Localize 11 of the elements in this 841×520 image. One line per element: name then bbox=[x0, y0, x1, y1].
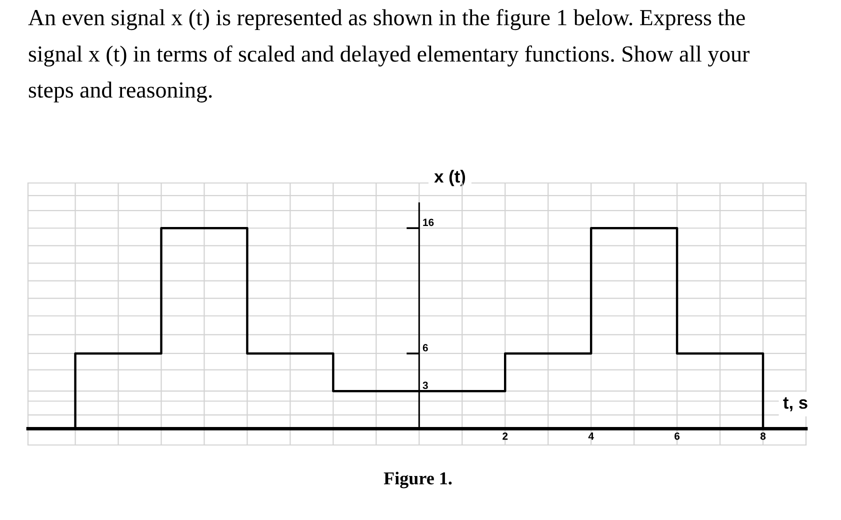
x-tick-label: 4 bbox=[588, 432, 594, 440]
caption: Figure 1. bbox=[384, 472, 452, 488]
y-axis-title: x (t) bbox=[434, 170, 466, 186]
y-tick-label: 6 bbox=[422, 344, 428, 352]
y-tick-label: 3 bbox=[422, 382, 428, 390]
x-axis-title: t, s bbox=[783, 397, 808, 412]
y-tick-label: 16 bbox=[423, 218, 434, 226]
chart-title: An even signal x (t) is represented as shown in the figure 1 below. Express the signal x (t) in terms of scaled and delayed elementary functions. Show all your steps and reasoning. bbox=[28, 9, 750, 102]
x-tick-label: 2 bbox=[502, 432, 508, 440]
x-tick-label: 8 bbox=[760, 432, 766, 440]
x-tick-label: 6 bbox=[674, 432, 680, 440]
